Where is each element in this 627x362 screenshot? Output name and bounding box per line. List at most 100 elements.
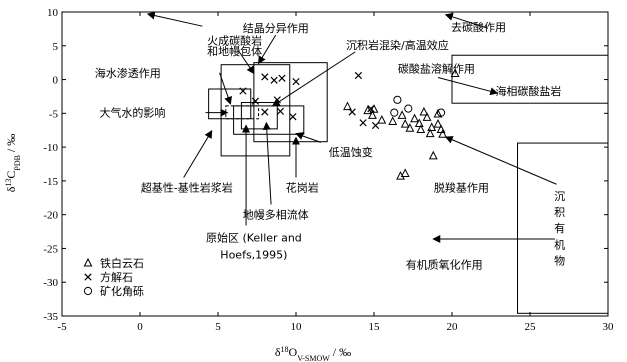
triangle-point: [419, 106, 429, 116]
annotation-label: 地幔多相流体: [243, 208, 309, 222]
y-tick-label: -30: [43, 277, 58, 289]
plot-frame: [61, 11, 609, 317]
annotation-label: 沉: [554, 190, 565, 203]
x-tick-label: 30: [603, 321, 615, 333]
x-tick-label: 10: [291, 321, 303, 333]
triangle-point: [400, 119, 410, 128]
process-arrows: [146, 11, 557, 243]
cross-point: [273, 96, 281, 104]
cross-point: [278, 74, 286, 82]
cross-point: [276, 107, 285, 115]
process-arrow: [237, 50, 255, 75]
process-arrow: [262, 121, 272, 205]
cross-point: [270, 76, 278, 84]
circle-point: [436, 108, 446, 117]
triangle-point: [369, 104, 379, 113]
triangle-point: [450, 68, 460, 77]
circle-point: [393, 95, 402, 104]
legend-marker-cross: [84, 273, 92, 281]
y-tick-label: -15: [43, 176, 58, 188]
y-tick-label: 0: [53, 75, 59, 87]
y-tick-label: -10: [43, 142, 58, 154]
region-box: [208, 88, 252, 120]
triangle-point: [425, 128, 435, 138]
x-tick-label: 25: [525, 321, 537, 333]
y-tick-label: 10: [47, 7, 59, 19]
y-tick-label: -20: [43, 210, 58, 222]
y-tick-label: -35: [43, 311, 58, 323]
legend-marker-triangle: [83, 257, 93, 267]
x-tick-label: -5: [57, 321, 67, 333]
axis-titles: δ18OV-SMOW / ‰ δ13CPDB / ‰: [4, 134, 352, 362]
annotation-label: 去碳酸作用: [451, 20, 506, 34]
process-arrow: [183, 130, 213, 178]
cross-point: [289, 113, 297, 121]
legend-marker-circle: [83, 286, 93, 296]
x-tick-label: 20: [447, 321, 459, 333]
annotation-label: 火成碳酸岩: [207, 33, 262, 47]
annotation-label: 海相碳酸盐岩: [495, 84, 561, 98]
triangle-point: [416, 124, 426, 134]
circle-point: [404, 104, 413, 113]
y-tick-label: -25: [43, 243, 58, 255]
annotation-label: 海水渗透作用: [95, 66, 161, 80]
process-arrow: [295, 132, 322, 143]
cross-point: [251, 97, 260, 105]
triangle-point: [410, 113, 419, 123]
x-tick-label: 5: [215, 321, 221, 333]
process-arrow: [258, 34, 277, 65]
process-arrow: [146, 11, 203, 27]
axes: -5 0 5 10 15 20 25 30 10 5 0 -5 -10 -15 -20 -25 -30 -35: [43, 7, 614, 333]
annotation-label: 结晶分异作用: [243, 22, 309, 35]
x-axis-title: δ18OV-SMOW / ‰: [275, 345, 351, 362]
annotation-label: 沉积岩混染/高温效应: [346, 38, 449, 52]
triangle-point: [377, 114, 387, 124]
circle-point: [390, 108, 399, 117]
annotation-label: 物: [554, 254, 565, 268]
annotation-label: 碳酸盐溶解作用: [398, 62, 475, 76]
triangle-point: [422, 112, 432, 121]
cross-point: [239, 87, 247, 95]
annotation-label: 脱羧基作用: [434, 181, 489, 195]
cross-point: [348, 108, 356, 116]
process-arrow: [444, 136, 557, 185]
annotation-label: Hoefs,1995): [220, 249, 287, 262]
region-box: [240, 102, 278, 130]
triangle-point: [414, 118, 424, 127]
legend-label: 矿化角砾: [100, 284, 144, 298]
y-tick-label: -5: [49, 108, 59, 120]
annotation-label: 低温蚀变: [329, 145, 373, 159]
process-arrow: [219, 72, 232, 105]
x-tick-label: 15: [369, 321, 381, 333]
annotation-label: 和地幔包体: [207, 44, 262, 58]
process-arrow: [271, 51, 356, 107]
triangle-point: [388, 116, 398, 125]
annotation-label: 有: [554, 221, 565, 235]
triangle-point: [427, 122, 437, 132]
cross-point: [367, 104, 375, 113]
region-box: [233, 105, 305, 135]
process-arrow: [444, 13, 489, 29]
cross-point: [261, 108, 269, 116]
annotation-label: 大气水的影响: [99, 106, 165, 120]
triangle-point: [405, 123, 415, 132]
annotation-label: 超基性-基性岩浆岩: [141, 181, 233, 195]
cross-point: [292, 77, 300, 86]
cross-point: [261, 73, 269, 81]
data-points: [239, 68, 460, 180]
cross-point: [359, 119, 367, 127]
annotation-label: 有机质氧化作用: [406, 258, 483, 272]
triangle-point: [438, 129, 448, 138]
y-axis-title: δ13CPDB / ‰: [4, 134, 22, 193]
annotation-label: 原始区 (Keller and: [206, 231, 302, 245]
triangle-point: [433, 119, 443, 128]
triangle-point: [433, 108, 443, 118]
triangle-point: [343, 101, 352, 111]
triangle-point: [368, 110, 377, 119]
annotation-label: 机: [554, 237, 565, 251]
process-arrow: [437, 77, 499, 96]
dashed-region-box: [225, 105, 260, 120]
annotation-label: 积: [554, 206, 565, 219]
